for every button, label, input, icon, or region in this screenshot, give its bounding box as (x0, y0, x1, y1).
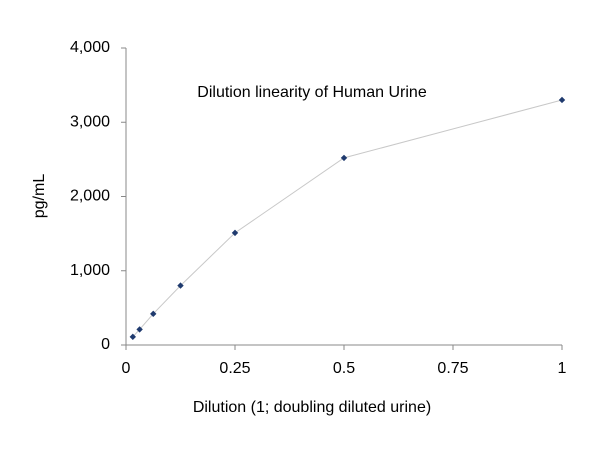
data-line (132, 99, 563, 338)
data-point (150, 310, 157, 318)
data-point (340, 154, 348, 162)
x-tick-label: 0.75 (437, 360, 468, 377)
y-tick-label: 4,000 (70, 39, 110, 56)
x-axis-label: Dilution (1; doubling diluted urine) (193, 399, 431, 416)
data-point (558, 96, 566, 104)
x-tick-label: 0.25 (219, 360, 250, 377)
chart-title: Dilution linearity of Human Urine (197, 84, 427, 101)
y-tick-label: 2,000 (70, 188, 110, 205)
x-tick-label: 0 (122, 360, 131, 377)
data-point (231, 229, 239, 237)
x-tick-label: 1 (558, 360, 567, 377)
y-tick-label: 0 (101, 336, 110, 353)
data-point (177, 282, 184, 289)
y-tick-label: 3,000 (70, 113, 110, 130)
x-tick-label: 0.5 (333, 360, 355, 377)
data-point (129, 333, 137, 341)
y-tick-label: 1,000 (70, 262, 110, 279)
y-axis-label: pg/mL (31, 174, 48, 219)
data-point (136, 326, 143, 333)
